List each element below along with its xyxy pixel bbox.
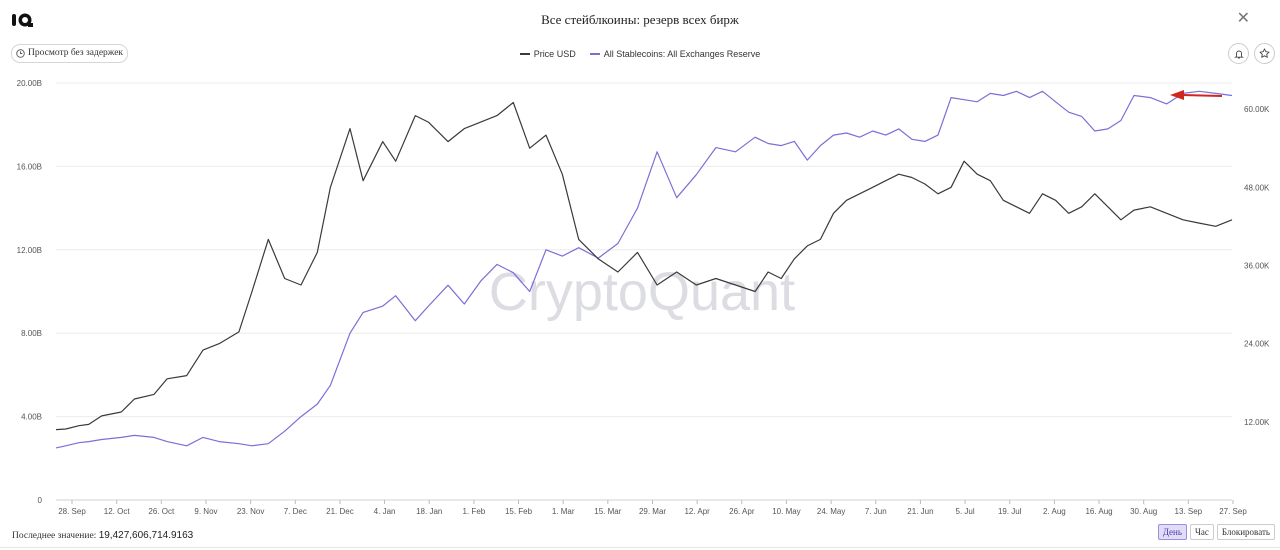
legend-label-price: Price USD xyxy=(533,49,576,59)
y-left-tick-label: 16.00B xyxy=(17,162,42,171)
series-line-reserve xyxy=(55,90,1233,449)
legend-label-reserve: All Stablecoins: All Exchanges Reserve xyxy=(603,49,761,59)
x-tick-label: 23. Nov xyxy=(237,507,265,516)
x-tick-label: 27. Sep xyxy=(1219,507,1247,516)
x-tick-label: 4. Jan xyxy=(374,507,396,516)
x-tick-labels: 28. Sep 12. Oct 26. Oct 9. Nov 23. Nov 7. Dec… xyxy=(58,500,1247,516)
annotation-arrow xyxy=(1170,90,1223,100)
y-left-tick-label: 12.00B xyxy=(17,246,42,255)
live-view-label: Просмотр без задержек xyxy=(28,48,124,58)
y-right-tick-label: 12.00K xyxy=(1244,418,1270,427)
close-icon[interactable]: ✕ xyxy=(1236,10,1250,27)
x-tick-label: 16. Aug xyxy=(1085,507,1112,516)
series-lines xyxy=(55,90,1233,449)
page-title: Все стейблкоины: резерв всех бирж xyxy=(541,12,739,27)
x-tick-label: 24. May xyxy=(817,507,845,516)
y-right-tick-label: 24.00K xyxy=(1244,340,1270,349)
bell-icon xyxy=(1233,50,1244,58)
live-view-button[interactable]: Просмотр без задержек xyxy=(11,44,129,63)
y-right-tick-label: 48.00K xyxy=(1244,183,1270,192)
chart-legend: Price USD All Stablecoins: All Exchanges… xyxy=(0,49,1280,59)
clock-icon xyxy=(16,49,25,58)
x-tick-label: 26. Apr xyxy=(729,507,755,516)
gridlines xyxy=(56,82,1232,501)
x-tick-label: 15. Feb xyxy=(505,507,533,516)
legend-swatch-price xyxy=(519,53,530,55)
x-tick-label: 30. Aug xyxy=(1130,507,1157,516)
cryptoquant-logo-icon[interactable] xyxy=(12,11,34,29)
y-left-tick-label: 4.00B xyxy=(21,413,42,422)
x-tick-label: 18. Jan xyxy=(416,507,442,516)
annotation-arrow-shaft xyxy=(1181,94,1223,97)
block-interval-button[interactable]: Блокировать xyxy=(1216,524,1275,540)
x-tick-label: 13. Sep xyxy=(1175,507,1203,516)
divider xyxy=(0,547,1280,548)
star-icon xyxy=(1259,48,1270,58)
x-tick-label: 21. Dec xyxy=(326,507,354,516)
alert-bell-button[interactable] xyxy=(1228,43,1249,64)
x-tick-label: 2. Aug xyxy=(1043,507,1066,516)
x-tick-label: 21. Jun xyxy=(907,507,933,516)
y-left-tick-label: 0 xyxy=(38,496,43,505)
last-value-number: 19,427,606,714.9163 xyxy=(98,530,194,541)
watermark: CryptoQuant xyxy=(489,262,795,322)
series-line-price xyxy=(55,101,1233,431)
annotation-arrow-head xyxy=(1170,90,1184,100)
y-left-tick-label: 8.00B xyxy=(21,329,42,338)
x-tick-label: 7. Jun xyxy=(865,507,887,516)
last-value-label: Последнее значение: xyxy=(12,531,97,541)
x-tick-label: 1. Mar xyxy=(552,507,575,516)
x-tick-label: 7. Dec xyxy=(284,507,307,516)
x-tick-label: 12. Oct xyxy=(104,507,131,516)
favorite-button[interactable] xyxy=(1254,43,1275,64)
last-value-readout: Последнее значение: 19,427,606,714.9163 xyxy=(12,530,193,541)
y-right-tick-labels: 12.00K 24.00K 36.00K 48.00K 60.00K xyxy=(1244,105,1270,427)
interval-hour-button[interactable]: Час xyxy=(1189,524,1214,540)
x-tick-label: 15. Mar xyxy=(594,507,621,516)
x-tick-label: 9. Nov xyxy=(194,507,217,516)
interval-day-button[interactable]: День xyxy=(1157,524,1187,540)
x-tick-label: 26. Oct xyxy=(148,507,175,516)
y-right-tick-label: 60.00K xyxy=(1244,105,1270,114)
x-tick-label: 19. Jul xyxy=(998,507,1022,516)
y-left-tick-labels: 0 4.00B 8.00B 12.00B 16.00B 20.00B xyxy=(17,79,43,505)
x-tick-label: 28. Sep xyxy=(58,507,86,516)
legend-item-price[interactable]: Price USD xyxy=(519,49,576,59)
y-right-tick-label: 36.00K xyxy=(1244,261,1270,270)
x-tick-label: 5. Jul xyxy=(956,507,975,516)
interval-buttons: День Час Блокировать xyxy=(1157,524,1275,540)
legend-item-reserve[interactable]: All Stablecoins: All Exchanges Reserve xyxy=(589,49,761,59)
x-tick-label: 1. Feb xyxy=(463,507,486,516)
x-tick-label: 29. Mar xyxy=(639,507,666,516)
y-left-tick-label: 20.00B xyxy=(17,79,42,88)
legend-swatch-reserve xyxy=(589,53,600,55)
x-tick-label: 10. May xyxy=(772,507,800,516)
x-tick-label: 12. Apr xyxy=(684,507,710,516)
